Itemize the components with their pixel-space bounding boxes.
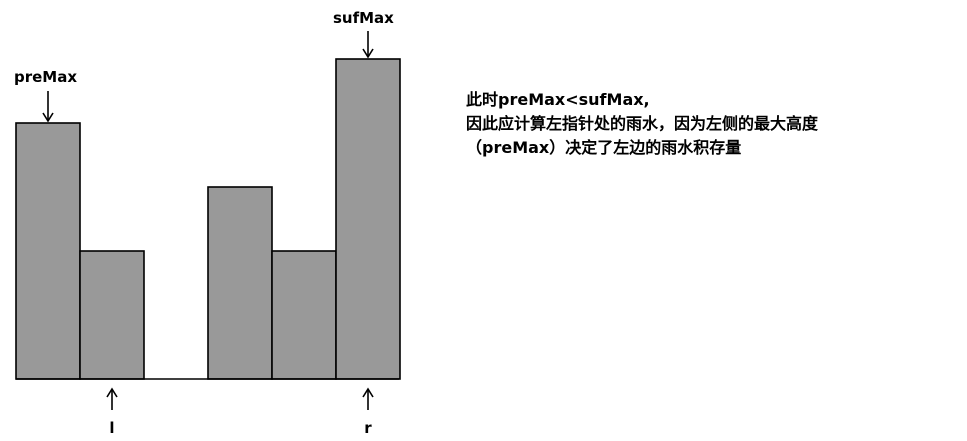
sufmax-arrow [362, 31, 374, 59]
bar-2 [79, 250, 145, 380]
explanation-line-1: 此时preMax<sufMax, [466, 90, 650, 109]
right-pointer-arrow [362, 387, 374, 410]
bars-group [15, 58, 401, 380]
bar-6 [335, 58, 401, 380]
right-pointer-label: r [364, 419, 372, 437]
explanation-line-3: （preMax）决定了左边的雨水积存量 [466, 138, 742, 157]
explanation-text: 此时preMax<sufMax, 因此应计算左指针处的雨水，因为左侧的最大高度 … [466, 88, 961, 160]
sufmax-label: sufMax [333, 9, 394, 27]
explanation-line-2: 因此应计算左指针处的雨水，因为左侧的最大高度 [466, 114, 819, 133]
bar-5 [271, 250, 337, 380]
left-pointer-arrow [106, 387, 118, 410]
premax-label: preMax [14, 68, 77, 86]
left-pointer-label: l [109, 419, 114, 437]
bar-4 [207, 186, 273, 380]
premax-arrow [42, 91, 54, 123]
bar-1 [15, 122, 81, 380]
